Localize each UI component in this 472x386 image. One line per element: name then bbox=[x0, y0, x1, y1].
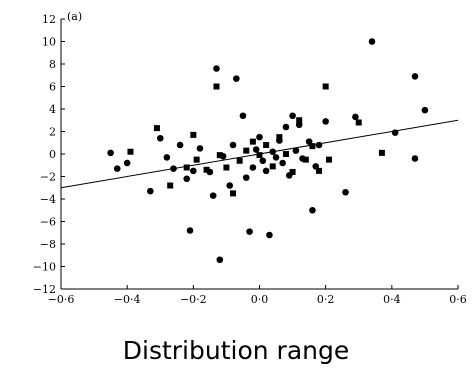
data-point-square bbox=[190, 131, 197, 138]
x-tick-label: −0·4 bbox=[114, 293, 141, 306]
data-point-square bbox=[263, 142, 270, 148]
y-tick-label: −2 bbox=[40, 171, 56, 184]
data-point-circle bbox=[242, 174, 250, 181]
x-tick-label: −0·6 bbox=[48, 293, 75, 306]
data-point-square bbox=[243, 147, 250, 154]
data-point-circle bbox=[391, 129, 399, 136]
y-tick-label: −8 bbox=[40, 238, 56, 251]
data-point-circle bbox=[342, 188, 349, 196]
data-point-square bbox=[249, 138, 256, 145]
data-point-circle bbox=[170, 165, 177, 172]
data-point-circle bbox=[196, 145, 204, 152]
y-tick-label: 6 bbox=[49, 81, 56, 94]
data-point-square bbox=[296, 117, 303, 124]
data-point-square bbox=[282, 151, 289, 157]
x-axis-ticks: −0·6 −0·4 −0·2 0·0 0·2 0·4 0·6 bbox=[48, 285, 467, 306]
data-point-square bbox=[309, 143, 316, 150]
data-point-circle bbox=[279, 159, 286, 167]
data-point-circle bbox=[163, 154, 171, 161]
data-point-circle bbox=[292, 147, 300, 154]
panel-label: (a) bbox=[67, 10, 82, 23]
data-point-circle bbox=[186, 227, 194, 234]
data-point-square bbox=[302, 156, 309, 163]
data-point-circle bbox=[256, 133, 263, 141]
data-point-circle bbox=[216, 256, 224, 264]
data-point-circle bbox=[176, 141, 184, 149]
data-point-square bbox=[230, 190, 237, 197]
data-point-circle bbox=[249, 164, 257, 171]
data-point-square bbox=[276, 134, 283, 141]
x-tick-label: −0·2 bbox=[180, 293, 207, 306]
data-point-square bbox=[269, 163, 276, 170]
data-point-square bbox=[213, 83, 220, 90]
data-point-square bbox=[216, 152, 223, 159]
data-point-square bbox=[256, 152, 263, 159]
data-point-circle bbox=[123, 159, 131, 167]
data-point-circle bbox=[226, 182, 234, 189]
y-tick-label: 12 bbox=[42, 13, 56, 26]
data-point-circle bbox=[322, 118, 329, 125]
data-point-square bbox=[289, 169, 296, 175]
data-point-square bbox=[127, 148, 134, 155]
data-point-circle bbox=[269, 148, 277, 156]
x-axis-title: Distribution range bbox=[122, 336, 350, 365]
x-tick-label: 0·4 bbox=[383, 293, 401, 306]
data-point-circle bbox=[289, 112, 296, 120]
y-tick-label: 4 bbox=[49, 103, 56, 116]
data-point-square bbox=[316, 167, 323, 174]
data-point-square bbox=[322, 83, 329, 90]
data-point-circle bbox=[352, 113, 359, 121]
data-point-square bbox=[193, 156, 200, 163]
data-point-square bbox=[183, 164, 190, 171]
data-point-square bbox=[378, 149, 385, 156]
data-point-circle bbox=[315, 141, 323, 149]
x-tick-label: 0·6 bbox=[449, 293, 467, 306]
data-point-circle bbox=[262, 167, 270, 175]
data-point-circle bbox=[411, 155, 419, 162]
data-point-circle bbox=[209, 192, 217, 199]
y-tick-label: −12 bbox=[33, 283, 56, 296]
y-tick-label: 8 bbox=[49, 58, 56, 71]
data-point-circle bbox=[309, 206, 316, 214]
y-tick-label: 2 bbox=[49, 126, 56, 139]
y-axis-ticks: −12 −10 −8 −6 −4 −2 0 2 4 6 8 10 12 bbox=[33, 13, 65, 296]
data-point-circle bbox=[266, 231, 273, 239]
data-point-circle bbox=[213, 65, 220, 72]
data-point-square bbox=[355, 119, 362, 126]
data-point-circle bbox=[259, 157, 267, 165]
data-point-circle bbox=[368, 38, 376, 45]
y-tick-label: −4 bbox=[40, 193, 56, 206]
data-point-circle bbox=[272, 154, 280, 161]
data-point-circle bbox=[183, 175, 191, 183]
data-point-square bbox=[236, 157, 243, 164]
data-point-circle bbox=[239, 112, 247, 120]
data-point-circle bbox=[411, 73, 419, 80]
y-tick-label: 10 bbox=[42, 36, 56, 49]
y-tick-label: −6 bbox=[40, 216, 56, 229]
data-point-circle bbox=[282, 123, 290, 131]
data-point-circle bbox=[246, 228, 253, 235]
data-points bbox=[107, 38, 429, 264]
data-point-square bbox=[167, 182, 174, 189]
data-point-circle bbox=[229, 141, 237, 149]
data-point-circle bbox=[113, 165, 121, 172]
data-point-circle bbox=[421, 106, 429, 114]
y-tick-label: 0 bbox=[49, 148, 56, 161]
data-point-circle bbox=[147, 187, 154, 195]
data-point-circle bbox=[190, 167, 197, 175]
data-point-square bbox=[223, 164, 230, 171]
data-point-circle bbox=[233, 75, 240, 82]
data-point-circle bbox=[252, 146, 260, 153]
data-point-square bbox=[203, 166, 210, 173]
x-tick-label: 0·2 bbox=[317, 293, 335, 306]
data-point-circle bbox=[156, 134, 164, 142]
y-tick-label: −10 bbox=[33, 261, 56, 274]
data-point-square bbox=[325, 156, 332, 163]
data-point-square bbox=[153, 125, 160, 132]
data-point-circle bbox=[107, 149, 114, 157]
x-tick-label: 0·0 bbox=[251, 293, 269, 306]
